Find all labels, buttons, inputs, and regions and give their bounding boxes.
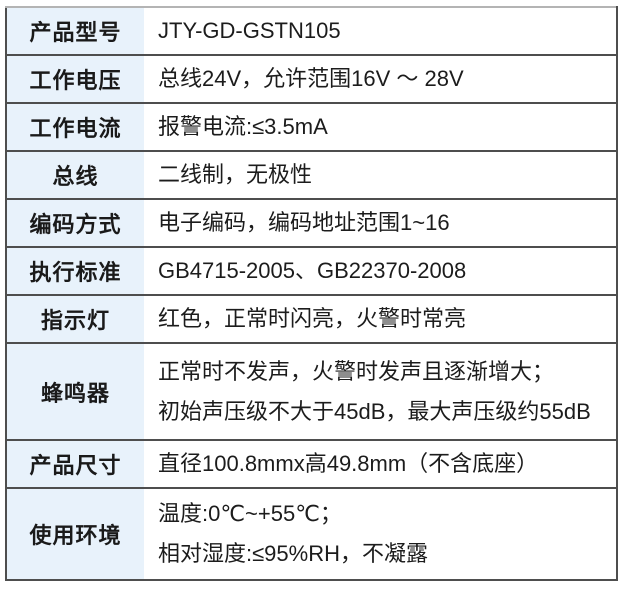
row-label: 指示灯	[6, 295, 144, 344]
row-value-line: 二线制，无极性	[158, 162, 313, 187]
row-value: GB4715-2005、GB22370-2008	[144, 247, 617, 296]
row-value: 总线24V，允许范围16V ～ 28V	[144, 55, 617, 104]
table-row: 指示灯 红色，正常时闪亮，火警时常亮	[6, 295, 617, 344]
row-value-line: 红色，正常时闪亮，火警时常亮	[158, 306, 467, 331]
row-value: 电子编码，编码地址范围1~16	[144, 199, 617, 248]
row-label: 使用环境	[6, 488, 144, 580]
table-row: 工作电流 报警电流:≤3.5mA	[6, 103, 617, 152]
row-value-line: 总线24V，允许范围16V ～ 28V	[158, 66, 464, 91]
row-value: 报警电流:≤3.5mA	[144, 103, 617, 152]
row-label: 工作电压	[6, 55, 144, 104]
row-value: 红色，正常时闪亮，火警时常亮	[144, 295, 617, 344]
table-row: 使用环境 温度:0℃~+55℃； 相对湿度:≤95%RH，不凝露	[6, 488, 617, 580]
table-row: 工作电压 总线24V，允许范围16V ～ 28V	[6, 55, 617, 104]
row-value: JTY-GD-GSTN105	[144, 7, 617, 56]
table-row: 总线 二线制，无极性	[6, 151, 617, 200]
row-value-line: 报警电流:≤3.5mA	[158, 114, 328, 139]
table-row: 编码方式 电子编码，编码地址范围1~16	[6, 199, 617, 248]
row-label: 产品尺寸	[6, 440, 144, 489]
row-value-line: GB4715-2005、GB22370-2008	[158, 258, 467, 283]
row-label: 总线	[6, 151, 144, 200]
row-value-line: 相对湿度:≤95%RH，不凝露	[158, 541, 428, 566]
spec-table: 产品型号 JTY-GD-GSTN105 工作电压 总线24V，允许范围16V ～…	[5, 6, 618, 581]
table-row: 产品尺寸 直径100.8mmx高49.8mm（不含底座）	[6, 440, 617, 489]
row-label: 蜂鸣器	[6, 343, 144, 441]
row-label: 工作电流	[6, 103, 144, 152]
row-value: 二线制，无极性	[144, 151, 617, 200]
row-value-line: 正常时不发声，火警时发声且逐渐增大；	[158, 358, 555, 384]
row-value-line: 温度:0℃~+55℃；	[158, 501, 342, 526]
table-row: 执行标准 GB4715-2005、GB22370-2008	[6, 247, 617, 296]
table-row: 产品型号 JTY-GD-GSTN105	[6, 7, 617, 56]
row-value-line: 电子编码，编码地址范围1~16	[158, 210, 450, 235]
row-label: 产品型号	[6, 7, 144, 56]
row-value-line: 直径100.8mmx高49.8mm（不含底座）	[158, 451, 539, 476]
row-value-line: 初始声压级不大于45dB，最大声压级约55dB	[158, 398, 591, 424]
row-label: 编码方式	[6, 199, 144, 248]
table-row: 蜂鸣器 正常时不发声，火警时发声且逐渐增大； 初始声压级不大于45dB，最大声压…	[6, 343, 617, 441]
row-value: 温度:0℃~+55℃； 相对湿度:≤95%RH，不凝露	[144, 488, 617, 580]
row-value: 直径100.8mmx高49.8mm（不含底座）	[144, 440, 617, 489]
row-label: 执行标准	[6, 247, 144, 296]
row-value: 正常时不发声，火警时发声且逐渐增大； 初始声压级不大于45dB，最大声压级约55…	[144, 343, 617, 441]
row-value-line: JTY-GD-GSTN105	[158, 18, 341, 43]
